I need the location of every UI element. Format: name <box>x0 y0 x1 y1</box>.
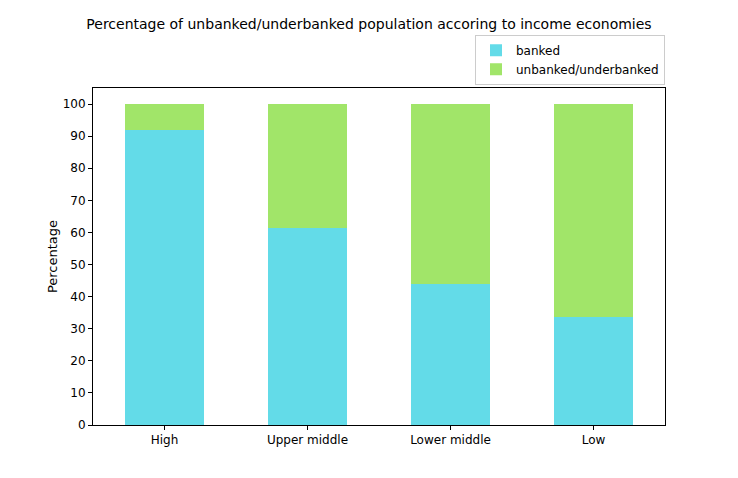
svg-text:Low: Low <box>582 433 606 447</box>
svg-text:80: 80 <box>70 161 85 175</box>
svg-text:50: 50 <box>70 258 85 272</box>
svg-text:Percentage: Percentage <box>45 220 60 293</box>
svg-text:70: 70 <box>70 194 85 208</box>
svg-text:90: 90 <box>70 129 85 143</box>
svg-text:60: 60 <box>70 226 85 240</box>
svg-text:0: 0 <box>78 418 86 432</box>
svg-text:40: 40 <box>70 290 85 304</box>
svg-text:Lower middle: Lower middle <box>410 433 491 447</box>
svg-text:unbanked/underbanked: unbanked/underbanked <box>516 63 659 77</box>
svg-text:Percentage of unbanked/underba: Percentage of unbanked/underbanked popul… <box>86 16 651 32</box>
svg-text:10: 10 <box>70 386 85 400</box>
svg-text:High: High <box>151 433 179 447</box>
svg-text:30: 30 <box>70 322 85 336</box>
svg-text:banked: banked <box>516 44 560 58</box>
svg-text:100: 100 <box>63 97 86 111</box>
svg-text:20: 20 <box>70 354 85 368</box>
svg-text:Upper middle: Upper middle <box>267 433 348 447</box>
